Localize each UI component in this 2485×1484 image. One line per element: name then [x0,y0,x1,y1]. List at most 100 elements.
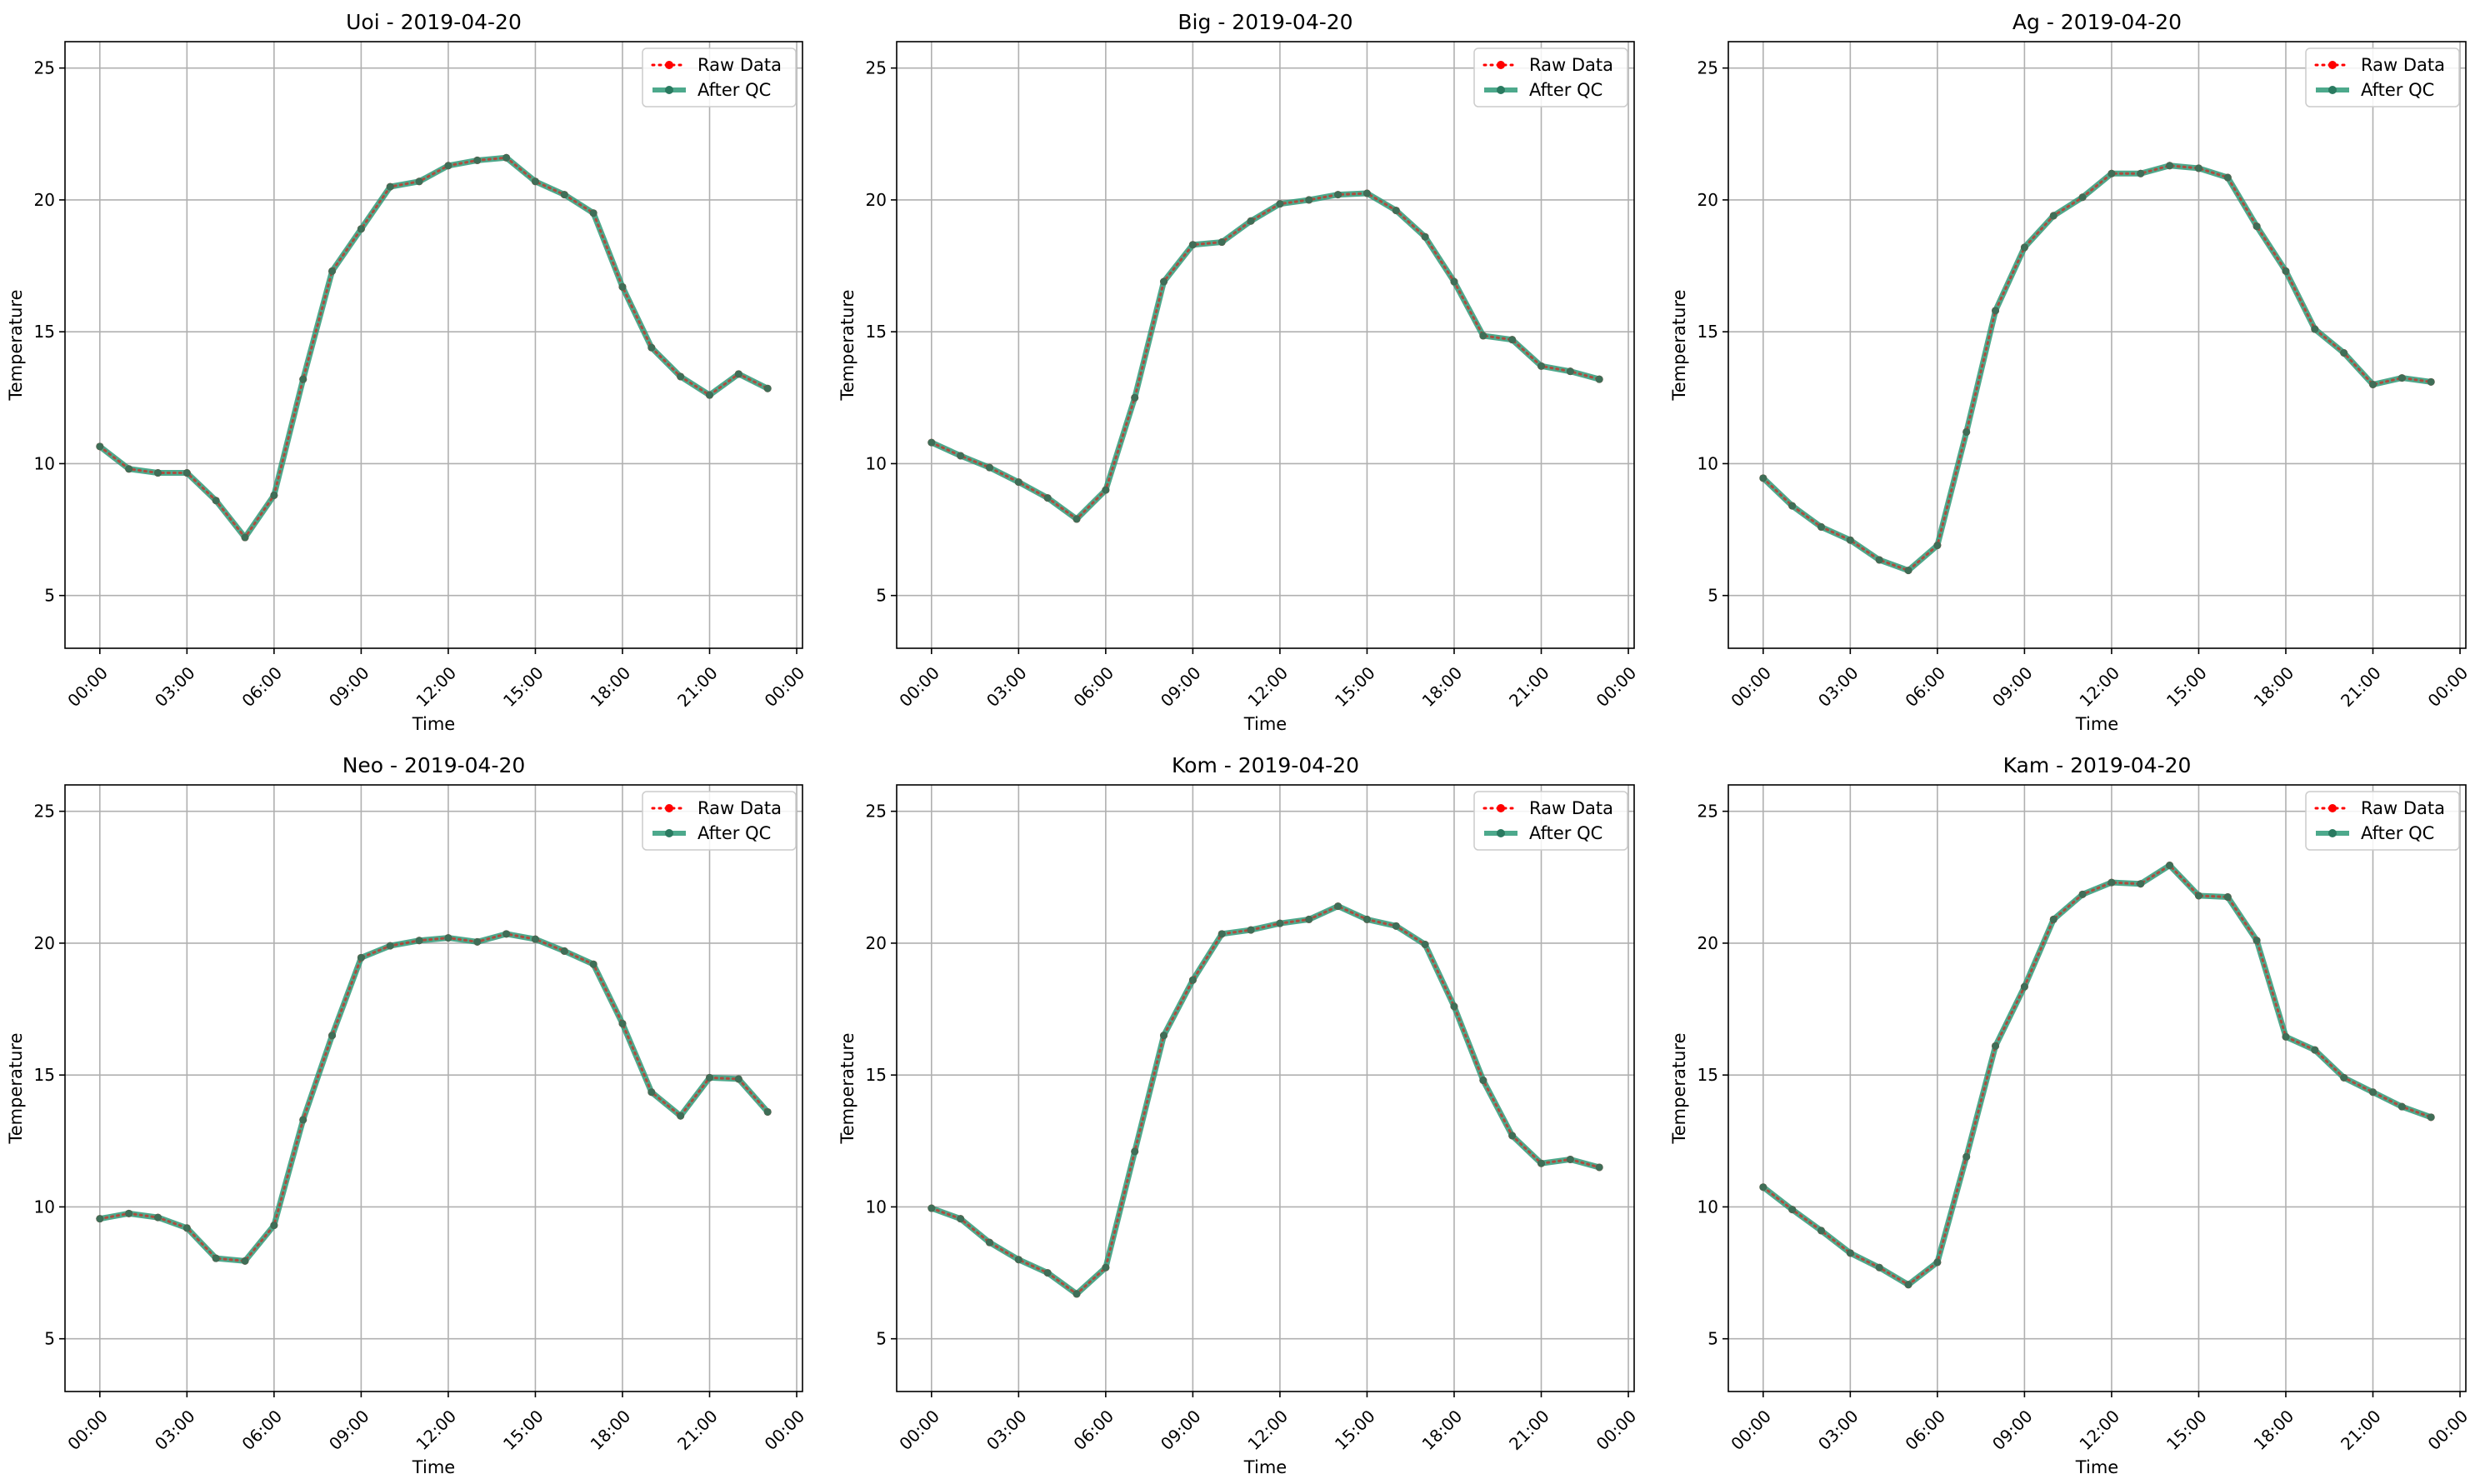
after-qc-point [1566,1155,1574,1163]
series-line-raw-data [98,156,769,540]
x-tick-label: 12:00 [412,662,460,711]
after-qc-point [96,1215,104,1223]
y-tick-label: 20 [34,190,55,210]
after-qc-point [1247,217,1255,225]
y-tick-label: 25 [866,58,887,78]
after-qc-point [1072,1290,1081,1298]
after-qc-point [386,942,394,950]
legend: Raw Data After QC [1473,791,1628,851]
x-tick-label: 12:00 [2075,1406,2123,1454]
after-qc-point [531,935,539,943]
x-tick-label: 06:00 [1901,1406,1949,1454]
legend-qc-label: After QC [2361,823,2434,843]
after-qc-point [1014,1256,1022,1264]
after-qc-point [1595,1163,1603,1172]
after-qc-point [2369,380,2378,388]
x-tick-label: 09:00 [325,662,373,711]
legend-raw-label: Raw Data [1529,798,1613,818]
after-qc-point [2194,164,2202,172]
plot-area [1728,785,2466,1392]
after-qc-point [706,1073,714,1082]
y-tick-label: 5 [1708,586,1718,606]
y-tick-label: 10 [1698,1197,1718,1217]
after-qc-point [1392,922,1400,930]
after-qc-point [2049,212,2058,220]
after-qc-point [96,442,104,451]
after-qc-point [706,391,714,399]
after-qc-point [386,182,394,191]
legend: Raw Data After QC [2305,47,2460,107]
x-tick-label: 21:00 [673,1406,722,1454]
after-qc-point [1846,1249,1854,1257]
axes-frame [64,784,803,1392]
x-tick-label: 12:00 [1243,1406,1292,1454]
after-qc-point [1043,1269,1052,1277]
after-qc-point [957,452,965,460]
x-tick-label: 18:00 [1418,662,1467,711]
x-tick-label: 06:00 [238,1406,286,1454]
y-tick-label: 15 [1698,322,1718,342]
after-qc-point [2137,169,2145,177]
chart-panel-1: 00:00 03:00 06:00 09:00 12:00 15:00 18:00 21:00… [838,10,1640,734]
after-qc-point [241,1257,249,1265]
after-qc-point [473,937,482,946]
y-tick-label: 20 [866,933,887,953]
after-qc-point [2340,1073,2348,1082]
y-tick-label: 25 [34,58,55,78]
x-tick-label: 03:00 [982,662,1031,711]
after-qc-point [1508,1132,1517,1140]
after-qc-point [241,533,249,542]
after-qc-point [1904,567,1912,575]
after-qc-point [1508,336,1517,344]
x-tick-label: 06:00 [238,662,286,711]
x-tick-label: 00:00 [1727,662,1775,711]
legend-raw-label: Raw Data [698,55,782,75]
y-tick-label: 20 [1698,190,1718,210]
x-axis-label: Time [2075,1457,2118,1477]
after-qc-point [1962,427,1971,436]
x-tick-label: 06:00 [1069,1406,1118,1454]
after-qc-point [2020,982,2028,991]
legend-raw-marker [665,804,673,812]
after-qc-point [1875,556,1883,564]
x-axis-label: Time [2075,714,2118,734]
x-tick-label: 15:00 [1331,1406,1379,1454]
after-qc-point [957,1215,965,1223]
after-qc-point [1160,277,1168,286]
chart-title: Uoi - 2019-04-20 [346,10,522,34]
after-qc-point [1992,1042,2000,1050]
y-tick-label: 5 [876,1329,887,1349]
after-qc-point [2398,374,2406,382]
x-tick-label: 00:00 [761,662,809,711]
after-qc-point [1247,926,1255,934]
plot-area [65,785,802,1392]
y-tick-label: 10 [34,1197,55,1217]
after-qc-point [2311,325,2319,333]
series-line-raw-data [98,932,769,1262]
x-tick-label: 18:00 [587,662,635,711]
after-qc-point [182,469,191,477]
after-qc-point [763,1107,772,1116]
after-qc-point [560,947,568,955]
legend-raw-marker [2328,61,2337,69]
after-qc-point [677,1112,685,1120]
legend-qc-label: After QC [1529,823,1602,843]
after-qc-point [2427,377,2435,386]
plot-area [897,785,1634,1392]
after-qc-point [1962,1152,1971,1161]
after-qc-point [1759,1183,1768,1192]
after-qc-point [1072,515,1081,523]
legend: Raw Data After QC [1473,47,1628,107]
legend-raw-marker [2328,804,2337,812]
chart-title: Kam - 2019-04-20 [2003,753,2192,777]
x-tick-label: 00:00 [1592,662,1641,711]
x-tick-label: 18:00 [2250,1406,2298,1454]
x-tick-label: 18:00 [2250,662,2298,711]
chart-panel-5: 00:00 03:00 06:00 09:00 12:00 15:00 18:00 21:00… [1669,753,2472,1477]
legend-raw-label: Raw Data [2361,798,2445,818]
y-tick-label: 25 [1698,58,1718,78]
x-tick-label: 15:00 [2162,1406,2211,1454]
after-qc-point [677,372,685,381]
after-qc-point [444,934,452,942]
after-qc-point [1538,362,1546,370]
